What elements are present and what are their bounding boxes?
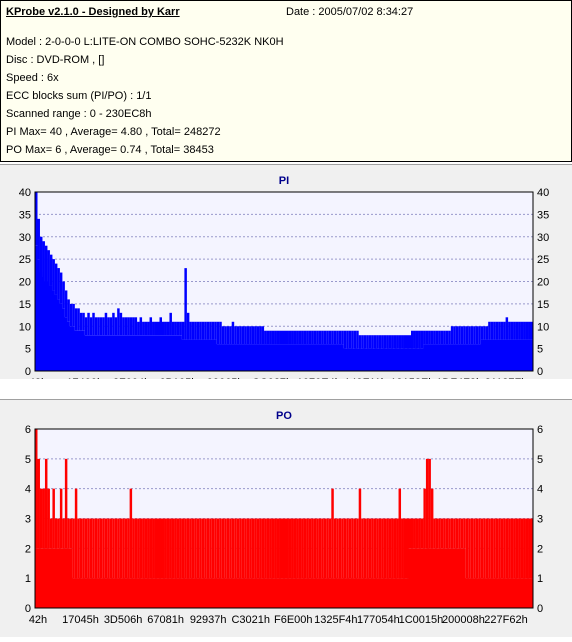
po-y-tick-right: 1 [537,573,543,585]
pi-y-tick-right: 5 [537,344,543,356]
po-y-tick-right: 5 [537,454,543,466]
range-line: Scanned range : 0 - 230EC8h [6,108,152,120]
pi-x-tick: 21137Fh [485,377,528,379]
po-x-tick: C3021h [231,614,270,626]
ecc-line: ECC blocks sum (PI/PO) : 1/1 [6,90,152,102]
pi-y-tick-right: 0 [537,366,543,378]
po-y-tick-left: 3 [25,514,31,526]
po-x-tick: F6E00h [274,614,313,626]
pi-y-tick-right: 15 [537,299,549,311]
pi-series [34,192,534,371]
po-y-tick-left: 5 [25,454,31,466]
pi-y-tick-right: 20 [537,277,549,289]
pi-y-tick-right: 35 [537,209,549,221]
pi-y-tick-left: 20 [19,277,31,289]
po-x-tick: 17045h [62,614,99,626]
pi-x-tick: 19158Eh [390,377,434,379]
po-plot-frame [34,428,534,609]
pi-x-tick: 17400h [66,377,103,379]
pi-chart-title: PI [279,175,289,187]
pi-x-tick: CC027h [252,377,292,379]
pi-base-area [35,245,533,371]
po-x-tick: 227F62h [484,614,527,626]
po-y-tick-right: 0 [537,603,543,615]
po-y-tick-right: 4 [537,484,543,496]
po-x-tick: 42h [29,614,47,626]
pi-y-tick-left: 30 [19,232,31,244]
pi-y-tick-left: 0 [25,366,31,378]
pi-y-tick-right: 25 [537,254,549,266]
info-panel: KProbe v2.1.0 - Designed by Karr Date : … [0,0,572,162]
po-y-tick-right: 2 [537,543,543,555]
pi-chart-panel: PI 0 0 5 5 10 10 15 15 20 20 25 25 30 30 35 35 40 40 42h 174… [0,164,572,389]
pi-y-tick-left: 35 [19,209,31,221]
pi-y-tick-right: 30 [537,232,549,244]
po-chart-title: PO [276,410,292,422]
pi-x-tick: 149F11h [344,377,387,379]
pi-chart: PI 0 0 5 5 10 10 15 15 20 20 25 25 30 30 35 35 40 40 42h 174… [19,175,550,389]
pi-y-tick-right: 40 [537,187,549,199]
pi-y-tick-left: 40 [19,187,31,199]
po-x-tick: 1325F4h [314,614,357,626]
pi-x-tick: 99065h [207,377,244,379]
po-y-tick-right: 3 [537,514,543,526]
po-y-tick-left: 4 [25,484,31,496]
po-x-tick: 92937h [190,614,227,626]
pi-y-tick-left: 10 [19,321,31,333]
pi-y-tick-right: 10 [537,321,549,333]
scan-date: Date : 2005/07/02 8:34:27 [286,6,414,18]
po-chart-panel: PO 0 0 1 1 2 2 3 3 4 4 5 5 6 6 42h 17045h 3D506h 67081h 929… [0,399,572,637]
pi-x-tick: 1070E4h [297,377,341,379]
pi-x-tick: 1DF4F8h [436,377,482,379]
model-line: Model : 2-0-0-0 L:LITE-ON COMBO SOHC-523… [6,36,284,48]
po-y-tick-left: 6 [25,424,31,436]
po-y-tick-left: 2 [25,543,31,555]
disc-line: Disc : DVD-ROM , [] [6,54,105,66]
po-stats-line: PO Max= 6 , Average= 0.74 , Total= 38453 [6,144,214,156]
pi-y-tick-left: 15 [19,299,31,311]
po-y-tick-left: 0 [25,603,31,615]
po-x-tick: 1C0015h [399,614,444,626]
po-x-tick: 177054h [357,614,400,626]
pi-y-tick-left: 25 [19,254,31,266]
pi-y-tick-left: 5 [25,344,31,356]
po-chart: PO 0 0 1 1 2 2 3 3 4 4 5 5 6 6 42h 17045h 3D506h 67081h 929… [25,410,543,626]
po-x-tick: 3D506h [104,614,143,626]
pi-x-tick: 3F004h [113,377,150,379]
po-y-tick-right: 6 [537,424,543,436]
po-x-tick: 200008h [442,614,485,626]
app-title: KProbe v2.1.0 - Designed by Karr [6,6,180,18]
po-x-tick: 67081h [147,614,184,626]
pi-x-tick: 42h [29,377,47,379]
po-y-tick-left: 1 [25,573,31,585]
pi-plot-frame [34,191,534,372]
speed-line: Speed : 6x [6,72,59,84]
pi-x-tick: 6B105h [159,377,197,379]
po-series [34,429,534,608]
pi-stats-line: PI Max= 40 , Average= 4.80 , Total= 2482… [6,126,221,138]
